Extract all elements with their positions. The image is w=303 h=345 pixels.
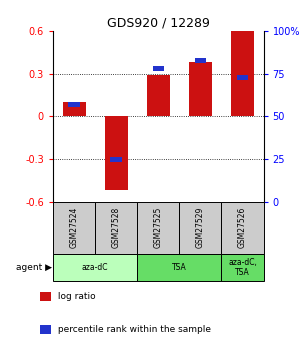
Text: GSM27526: GSM27526 (238, 207, 247, 248)
Bar (189, 62, 212, 117)
Bar (179, 202, 221, 254)
Bar (62, 102, 86, 117)
Bar (105, 117, 128, 190)
Text: aza-dC,
TSA: aza-dC, TSA (228, 258, 257, 277)
Bar (195, 58, 206, 62)
Bar (40, 325, 51, 334)
Text: TSA: TSA (172, 263, 187, 272)
Text: aza-dC: aza-dC (82, 263, 108, 272)
Text: log ratio: log ratio (55, 292, 95, 301)
Bar (152, 66, 164, 71)
Text: GSM27525: GSM27525 (154, 207, 163, 248)
Bar (68, 102, 80, 107)
Bar (137, 254, 221, 281)
Bar (110, 157, 122, 161)
Text: percentile rank within the sample: percentile rank within the sample (55, 325, 211, 334)
Text: GSM27524: GSM27524 (70, 207, 78, 248)
Bar (137, 202, 179, 254)
Bar (231, 31, 254, 117)
Text: GSM27528: GSM27528 (112, 207, 121, 248)
Bar (221, 202, 264, 254)
Bar (237, 75, 248, 80)
Bar (53, 254, 137, 281)
Text: GSM27529: GSM27529 (196, 207, 205, 248)
Bar (40, 292, 51, 300)
Bar (95, 202, 137, 254)
Bar (147, 75, 170, 117)
Bar (221, 254, 264, 281)
Title: GDS920 / 12289: GDS920 / 12289 (107, 17, 210, 30)
Text: agent ▶: agent ▶ (15, 263, 52, 272)
Bar (53, 202, 95, 254)
